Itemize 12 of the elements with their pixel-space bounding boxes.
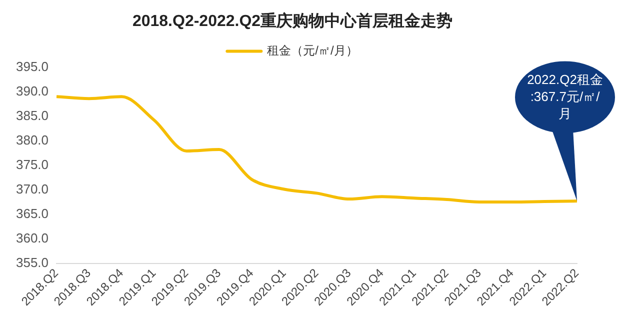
- y-tick-label: 380.0: [16, 132, 49, 148]
- y-tick-label: 385.0: [16, 108, 49, 123]
- chart-title: 2018.Q2-2022.Q2重庆购物中心首层租金走势: [132, 11, 453, 30]
- y-tick-label: 360.0: [16, 230, 49, 246]
- y-tick-label: 355.0: [16, 254, 49, 270]
- y-tick-label: 395.0: [16, 58, 49, 74]
- y-tick-label: 390.0: [16, 83, 49, 98]
- annotation: 2022.Q2租金:367.7元/㎡/月: [527, 72, 603, 121]
- legend-label: 租金（元/㎡/月）: [267, 44, 358, 58]
- y-tick-label: 375.0: [16, 156, 49, 172]
- y-tick-label: 370.0: [16, 181, 49, 196]
- y-tick-label: 365.0: [16, 206, 49, 221]
